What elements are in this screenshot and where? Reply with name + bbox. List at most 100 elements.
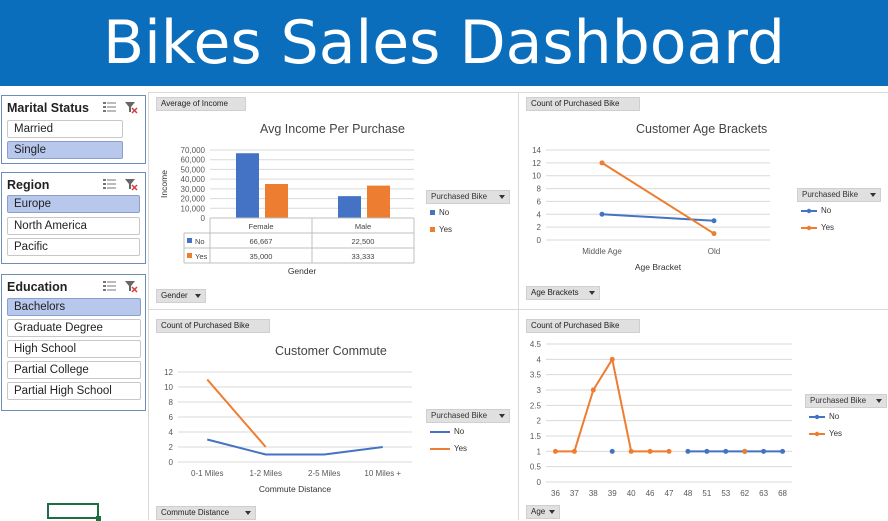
y-axis-label: Income <box>159 170 169 198</box>
slicer-item-partial-high-school[interactable]: Partial High School <box>7 382 141 400</box>
legend-label: Yes <box>454 444 468 453</box>
clear-filter-icon[interactable] <box>125 179 138 191</box>
slicer-item-pacific[interactable]: Pacific <box>7 238 140 256</box>
data-point-yes <box>609 356 615 362</box>
multi-select-icon[interactable] <box>103 102 116 112</box>
slicer-item-married[interactable]: Married <box>7 120 123 138</box>
value-field-button[interactable]: Count of Purchased Bike <box>526 319 640 333</box>
legend-label: No <box>454 427 465 436</box>
y-tick-label: 10 <box>164 383 173 392</box>
y-tick-label: 4 <box>537 355 542 364</box>
multi-select-icon[interactable] <box>103 281 116 291</box>
value-field-button[interactable]: Count of Purchased Bike <box>156 319 270 333</box>
x-tick-label: 2-5 Miles <box>308 469 340 478</box>
x-tick-label: 46 <box>646 489 655 498</box>
y-tick-label: 2 <box>537 417 542 426</box>
legend-field-button[interactable]: Purchased Bike <box>426 409 510 423</box>
value-field-button[interactable]: Average of Income <box>156 97 246 111</box>
slicer-item-single[interactable]: Single <box>7 141 123 159</box>
y-tick-label: 6 <box>537 197 542 206</box>
x-axis-label: Gender <box>288 266 317 276</box>
data-point-yes <box>571 448 577 454</box>
title-banner: Bikes Sales Dashboard <box>0 0 888 86</box>
slicer-item-bachelors[interactable]: Bachelors <box>7 298 141 316</box>
legend-field-button[interactable]: Purchased Bike <box>426 190 510 204</box>
x-tick-label: 37 <box>570 489 579 498</box>
legend-field-button[interactable]: Purchased Bike <box>797 188 881 202</box>
legend-label: No <box>829 412 840 421</box>
axis-field-label: Age Brackets <box>531 288 579 297</box>
slicer-item-partial-college[interactable]: Partial College <box>7 361 141 379</box>
y-tick-label: 10 <box>532 172 541 181</box>
legend-field-label: Purchased Bike <box>810 396 867 405</box>
legend: Purchased Bike No Yes <box>426 190 512 250</box>
legend: Purchased Bike No Yes <box>426 409 512 469</box>
legend-item-no: No <box>430 208 449 217</box>
dropdown-arrow-icon <box>876 399 882 403</box>
data-point-yes <box>666 448 672 454</box>
x-tick-label: 40 <box>627 489 636 498</box>
legend-field-label: Purchased Bike <box>431 411 488 420</box>
table-swatch-yes <box>187 253 192 258</box>
axis-field-button-commute-distance[interactable]: Commute Distance <box>156 506 256 520</box>
dropdown-arrow-icon <box>870 193 876 197</box>
x-tick-label: 63 <box>759 489 768 498</box>
swatch-no <box>430 430 450 433</box>
legend-field-label: Purchased Bike <box>802 190 859 199</box>
clear-filter-icon[interactable] <box>125 281 138 293</box>
axis-field-button-age[interactable]: Age <box>526 505 560 519</box>
data-point-no <box>685 448 691 454</box>
y-tick-label: 70,000 <box>181 146 206 155</box>
series-line-no <box>207 438 383 456</box>
swatch-yes <box>430 227 435 233</box>
legend-field-label: Purchased Bike <box>431 192 488 201</box>
slicer-tools <box>103 101 139 119</box>
dropdown-arrow-icon <box>245 511 251 515</box>
chart-title: Avg Income Per Purchase <box>260 122 405 136</box>
data-point-no <box>780 448 786 454</box>
slicer-item-europe[interactable]: Europe <box>7 195 140 213</box>
y-tick-label: 2 <box>537 223 542 232</box>
divider <box>148 92 149 520</box>
x-tick-label: 51 <box>702 489 711 498</box>
bar-no <box>236 153 259 218</box>
x-tick-label: 53 <box>721 489 730 498</box>
axis-field-label: Gender <box>161 291 188 300</box>
divider <box>148 309 888 310</box>
y-tick-label: 12 <box>164 368 173 377</box>
slicer-title: Marital Status <box>7 101 89 115</box>
slicer-item-high-school[interactable]: High School <box>7 340 141 358</box>
legend-field-button[interactable]: Purchased Bike <box>805 394 887 408</box>
swatch-no <box>801 208 817 214</box>
x-tick-label: 38 <box>589 489 598 498</box>
value-field-button[interactable]: Count of Purchased Bike <box>526 97 640 111</box>
slicer-item-north-america[interactable]: North America <box>7 217 140 235</box>
data-point-yes <box>647 448 653 454</box>
bar-yes <box>367 185 390 218</box>
chart-title: Customer Commute <box>275 344 387 358</box>
x-tick-label: 68 <box>778 489 787 498</box>
slicer-item-graduate-degree[interactable]: Graduate Degree <box>7 319 141 337</box>
axis-field-button-age-brackets[interactable]: Age Brackets <box>526 286 600 300</box>
x-tick-label: 10 Miles + <box>364 469 401 478</box>
dashboard-title: Bikes Sales Dashboard <box>103 8 785 78</box>
y-tick-label: 30,000 <box>181 185 206 194</box>
y-tick-label: 50,000 <box>181 165 206 174</box>
multi-select-icon[interactable] <box>103 179 116 189</box>
legend: Purchased Bike No Yes <box>797 188 883 248</box>
table-cell: 35,000 <box>250 252 273 261</box>
dropdown-arrow-icon <box>589 291 595 295</box>
fill-handle[interactable] <box>96 516 101 521</box>
series-line-no <box>601 213 715 222</box>
data-point-no <box>704 448 710 454</box>
divider <box>518 92 519 520</box>
selected-cell[interactable] <box>47 503 101 521</box>
y-tick-label: 2 <box>169 443 174 452</box>
table-swatch-no <box>187 238 192 243</box>
table-cell: 66,667 <box>250 237 273 246</box>
slicer-tools <box>103 280 139 298</box>
clear-filter-icon[interactable] <box>125 102 138 114</box>
axis-field-button-gender[interactable]: Gender <box>156 289 206 303</box>
y-tick-label: 40,000 <box>181 175 206 184</box>
slicer-tools <box>103 178 139 196</box>
